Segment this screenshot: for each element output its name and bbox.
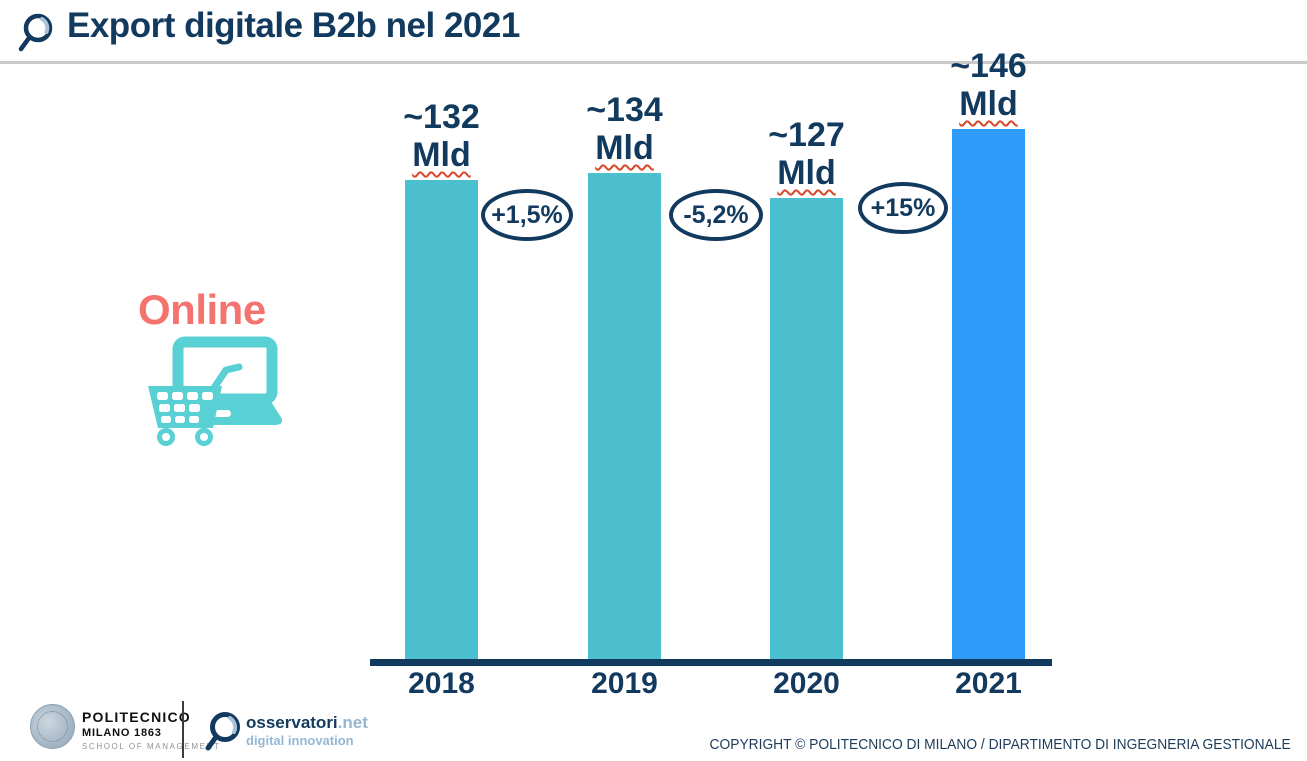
- bar-value-label: ~127 Mld: [768, 116, 845, 192]
- bar-group-2019: ~134 Mld: [586, 91, 663, 659]
- magnifier-icon: [16, 11, 54, 60]
- osservatori-magnifier-icon: [203, 709, 243, 758]
- page-title: Export digitale B2b nel 2021: [67, 6, 520, 45]
- bar-value-label: ~146 Mld: [950, 47, 1027, 123]
- growth-badge-2019: +1,5%: [481, 189, 573, 241]
- online-label: Online: [138, 286, 266, 333]
- bar-value-label: ~134 Mld: [586, 91, 663, 167]
- politecnico-seal: [30, 704, 75, 749]
- bar-group-2021: ~146 Mld: [950, 47, 1027, 659]
- politecnico-milano: MILANO 1863: [82, 727, 162, 739]
- bar-value-label: ~132 Mld: [403, 98, 480, 174]
- osservatori-brand: osservatori: [246, 713, 338, 732]
- politecnico-school: SCHOOL OF MANAGEMENT: [82, 742, 221, 751]
- bar-2021: [952, 129, 1025, 659]
- x-tick-2018: 2018: [408, 667, 475, 700]
- x-axis: [370, 659, 1052, 666]
- bar-group-2018: ~132 Mld: [403, 98, 480, 659]
- growth-badge-2021: +15%: [858, 182, 948, 234]
- growth-badge-2020: -5,2%: [669, 189, 763, 241]
- osservatori-logo: osservatori.net digital innovation: [246, 714, 368, 749]
- x-tick-2021: 2021: [955, 667, 1022, 700]
- laptop-cart-icon: [142, 334, 283, 451]
- osservatori-tld: .net: [337, 713, 368, 732]
- copyright-text: COPYRIGHT © POLITECNICO DI MILANO / DIPA…: [709, 736, 1291, 753]
- politecnico-logo: POLITECNICO MILANO 1863 SCHOOL OF MANAGE…: [82, 709, 220, 751]
- bar-2020: [770, 198, 843, 659]
- bar-2019: [588, 173, 661, 659]
- politecnico-name: POLITECNICO: [82, 709, 191, 725]
- x-tick-2020: 2020: [773, 667, 840, 700]
- osservatori-tagline: digital innovation: [246, 733, 354, 748]
- bar-2018: [405, 180, 478, 659]
- bar-group-2020: ~127 Mld: [768, 116, 845, 659]
- header-divider: [0, 61, 1307, 64]
- x-tick-2019: 2019: [591, 667, 658, 700]
- footer-divider: [182, 701, 184, 758]
